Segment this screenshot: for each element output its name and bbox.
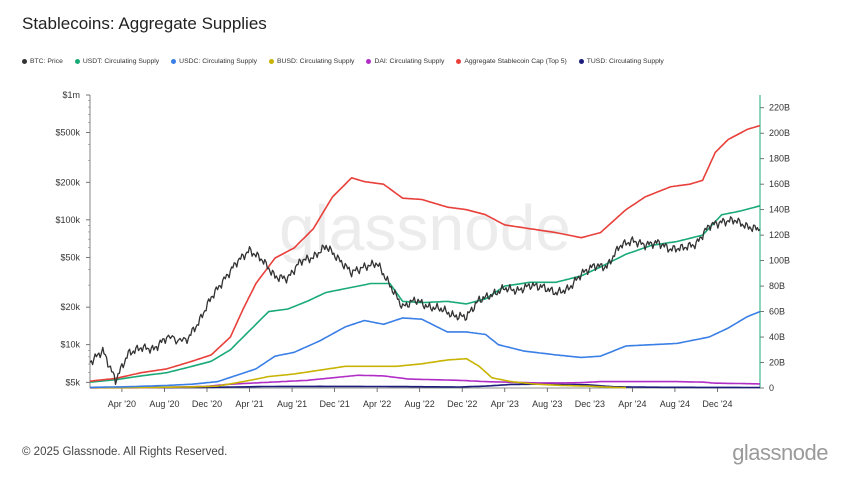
- x-tick-label: Dec '24: [702, 399, 732, 409]
- series-line-btc-price: [89, 216, 761, 386]
- series-line-busd-circulating-supply: [90, 357, 626, 389]
- legend-item[interactable]: USDC: Circulating Supply: [171, 58, 257, 65]
- x-tick-label: Aug '23: [532, 399, 562, 409]
- x-tick-label: Dec '20: [192, 399, 222, 409]
- left-tick-label: $100k: [55, 215, 80, 225]
- legend-dot-icon: [578, 59, 584, 64]
- right-tick-label: 160B: [769, 179, 790, 189]
- legend-label: BUSD: Circulating Supply: [277, 58, 355, 65]
- legend-item[interactable]: BUSD: Circulating Supply: [269, 58, 354, 65]
- legend-label: DAI: Circulating Supply: [374, 58, 445, 65]
- x-tick-label: Aug '20: [149, 399, 179, 409]
- legend-label: BTC: Price: [30, 58, 63, 65]
- x-tick-label: Apr '20: [108, 399, 136, 409]
- legend: BTC: Price USDT: Circulating Supply USDC: …: [22, 58, 664, 65]
- right-tick-label: 180B: [769, 154, 790, 164]
- right-tick-label: 80B: [769, 281, 785, 291]
- legend-item[interactable]: TUSD: Circulating Supply: [578, 58, 664, 65]
- copyright-footer: © 2025 Glassnode. All Rights Reserved.: [22, 446, 228, 458]
- left-tick-label: $50k: [60, 252, 80, 262]
- legend-dot-icon: [22, 59, 27, 64]
- right-tick-label: 200B: [769, 128, 790, 138]
- left-tick-label: $200k: [55, 177, 80, 187]
- right-tick-label: 140B: [769, 205, 790, 215]
- left-tick-label: $500k: [55, 128, 80, 138]
- legend-dot-icon: [74, 59, 80, 64]
- x-tick-label: Aug '21: [277, 399, 307, 409]
- x-tick-label: Aug '22: [405, 399, 435, 409]
- right-tick-label: 0: [769, 383, 774, 393]
- right-tick-label: 20B: [769, 358, 785, 368]
- glassnode-logo: glassnode: [732, 440, 828, 465]
- legend-label: TUSD: Circulating Supply: [586, 58, 664, 65]
- x-tick-label: Apr '22: [363, 399, 391, 409]
- right-tick-label: 220B: [769, 103, 790, 113]
- right-tick-label: 40B: [769, 332, 785, 342]
- legend-item[interactable]: BTC: Price: [22, 58, 63, 65]
- left-tick-label: $1m: [62, 90, 80, 100]
- legend-dot-icon: [456, 59, 462, 64]
- left-tick-label: $10k: [60, 340, 80, 350]
- series-line-dai-circulating-supply: [90, 374, 760, 389]
- x-tick-label: Aug '24: [660, 399, 690, 409]
- chart-title: Stablecoins: Aggregate Supplies: [22, 14, 267, 33]
- legend-item[interactable]: DAI: Circulating Supply: [366, 58, 444, 65]
- legend-item[interactable]: Aggregate Stablecoin Cap (Top 5): [456, 58, 567, 65]
- series-line-usdt-circulating-supply: [89, 205, 761, 383]
- legend-label: USDC: Circulating Supply: [179, 58, 257, 65]
- right-tick-label: 60B: [769, 307, 785, 317]
- series-line-usdc-circulating-supply: [89, 310, 761, 389]
- right-tick-label: 100B: [769, 256, 790, 266]
- legend-label: Aggregate Stablecoin Cap (Top 5): [464, 58, 567, 65]
- series-line-aggregate-stablecoin-cap-top-5: [89, 124, 761, 382]
- left-tick-label: $5k: [65, 377, 80, 387]
- x-tick-label: Apr '21: [235, 399, 263, 409]
- right-tick-label: 120B: [769, 230, 790, 240]
- legend-dot-icon: [269, 59, 274, 64]
- x-tick-label: Apr '24: [618, 399, 646, 409]
- left-tick-label: $20k: [60, 302, 80, 312]
- x-tick-label: Dec '23: [575, 399, 605, 409]
- legend-label: USDT: Circulating Supply: [82, 58, 160, 65]
- x-tick-label: Apr '23: [491, 399, 519, 409]
- legend-dot-icon: [366, 59, 372, 64]
- legend-dot-icon: [171, 59, 177, 64]
- x-tick-label: Dec '22: [447, 399, 477, 409]
- legend-item[interactable]: USDT: Circulating Supply: [74, 58, 160, 65]
- x-tick-label: Dec '21: [319, 399, 349, 409]
